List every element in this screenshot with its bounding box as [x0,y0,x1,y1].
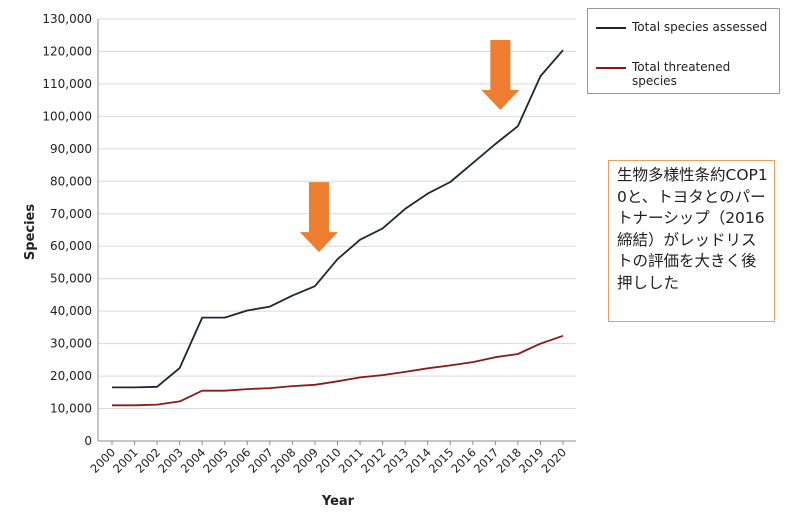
x-tick-label: 2001 [110,445,141,476]
x-tick-label: 2020 [539,445,570,476]
legend-swatch-threatened [596,67,626,69]
legend-item-assessed: Total species assessed [596,20,770,34]
y-tick-label: 70,000 [50,207,92,221]
x-tick-label: 2004 [178,445,209,476]
y-tick-label: 20,000 [50,369,92,383]
x-tick-label: 2013 [381,445,412,476]
y-tick-label: 120,000 [42,44,92,58]
down-arrow-2017 [481,39,520,110]
x-tick-label: 2009 [290,445,321,476]
x-tick-label: 2006 [223,445,254,476]
x-tick-label: 2016 [448,445,479,476]
y-tick-label: 60,000 [50,239,92,253]
y-tick-labels: 0 10,000 20,000 30,000 40,000 50,000 60,000 70,… [42,12,92,448]
x-tick-label: 2007 [245,445,276,476]
x-tick-label: 2005 [200,445,231,476]
x-tick-label: 2014 [403,445,434,476]
x-tick-label: 2017 [471,445,502,476]
legend: Total species assessed Total threatened … [587,8,780,94]
x-tick-label: 2008 [268,445,299,476]
x-tick-label: 2018 [493,445,524,476]
legend-item-threatened: Total threatened species [596,60,770,88]
y-tick-label: 10,000 [50,402,92,416]
y-tick-label: 50,000 [50,272,92,286]
y-axis-title: Species [23,204,38,260]
axes [97,19,576,445]
x-tick-label: 2003 [155,445,186,476]
y-tick-label: 40,000 [50,304,92,318]
y-tick-label: 110,000 [42,77,92,91]
y-tick-label: 130,000 [42,12,92,26]
y-tick-label: 30,000 [50,337,92,351]
x-tick-label: 2010 [313,445,344,476]
series-lines [112,49,564,407]
x-tick-label: 2002 [133,445,164,476]
y-tick-label: 0 [84,434,92,448]
x-tick-label: 2000 [88,445,119,476]
gridlines [98,18,576,410]
x-tick-label: 2012 [358,445,389,476]
series-line-assessed [112,49,564,389]
x-axis-title: Year [321,494,355,509]
legend-label-assessed: Total species assessed [632,20,768,34]
series-line-threatened [112,334,564,407]
x-tick-labels: 2000200120022003200420052006200720082009… [88,445,570,476]
y-tick-label: 80,000 [50,174,92,188]
down-arrow-2009 [299,182,338,253]
y-tick-label: 90,000 [50,142,92,156]
legend-swatch-assessed [596,27,626,29]
y-tick-label: 100,000 [42,109,92,123]
x-tick-label: 2011 [336,445,367,476]
annotation-note: 生物多様性条約COP10と、トヨタとのパートナーシップ（2016締結）がレッドリ… [608,160,775,322]
x-tick-label: 2015 [426,445,457,476]
annotation-arrows [299,39,520,253]
legend-label-threatened: Total threatened species [632,60,731,88]
x-tick-label: 2019 [516,445,547,476]
